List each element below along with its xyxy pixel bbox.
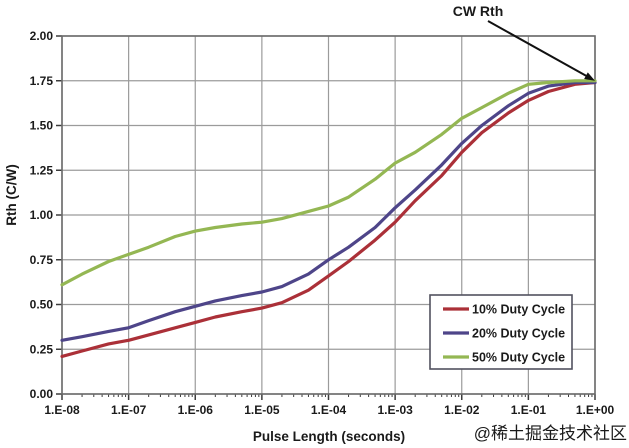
y-tick-label: 0.75: [30, 253, 54, 267]
series-line-10-duty-cycle: [60, 80, 597, 358]
y-tick-label: 1.75: [30, 74, 54, 88]
series-line-50-duty-cycle: [60, 79, 597, 287]
x-tick-label: 1.E-04: [311, 403, 347, 417]
x-tick-label: 1.E+00: [576, 403, 615, 417]
x-tick-label: 1.E-07: [111, 403, 147, 417]
cw-rth-arrow-line: [487, 20, 587, 77]
x-tick-label: 1.E-05: [244, 403, 280, 417]
y-tick-label: 1.50: [30, 119, 54, 133]
x-tick-label: 1.E-01: [511, 403, 547, 417]
plot-border: [61, 35, 596, 395]
legend-label-1: 10% Duty Cycle: [472, 303, 565, 317]
watermark: @稀土掘金技术社区: [474, 424, 627, 443]
series-line-20-duty-cycle: [60, 80, 597, 342]
cw-rth-arrowhead: [584, 72, 595, 81]
legend-label-3: 50% Duty Cycle: [472, 351, 565, 365]
y-tick-label: 1.00: [30, 208, 54, 222]
legend-label-2: 20% Duty Cycle: [472, 327, 565, 341]
x-tick-label: 1.E-03: [377, 403, 413, 417]
x-tick-label: 1.E-02: [444, 403, 480, 417]
y-tick-label: 0.50: [30, 298, 54, 312]
y-tick-label: 1.25: [30, 163, 54, 177]
x-tick-label: 1.E-08: [44, 403, 80, 417]
y-axis-title: Rth (C/W): [4, 164, 19, 225]
cw-rth-annotation-label: CW Rth: [453, 3, 504, 19]
y-tick-label: 0.25: [30, 342, 54, 356]
y-tick-label: 2.00: [30, 29, 54, 43]
x-tick-label: 1.E-06: [178, 403, 214, 417]
y-tick-label: 0.00: [30, 387, 54, 401]
x-axis-title: Pulse Length (seconds): [253, 429, 405, 444]
